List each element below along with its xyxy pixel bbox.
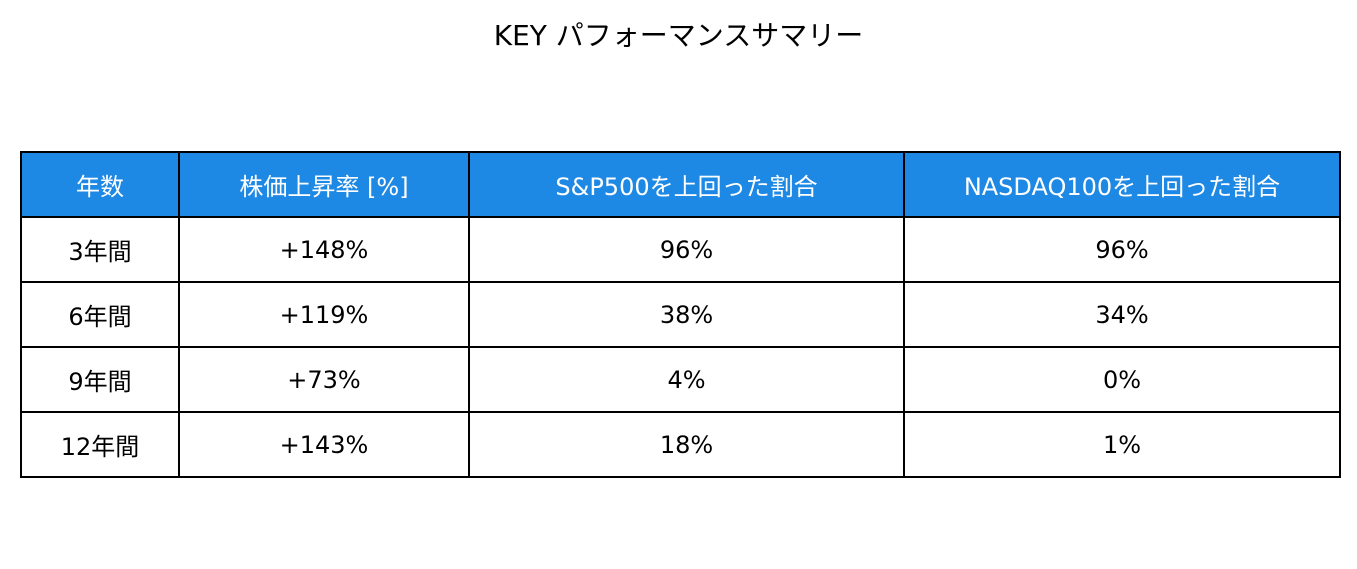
table-cell: 96% <box>468 216 905 283</box>
column-header: 年数 <box>20 151 180 218</box>
header-row: 年数 株価上昇率 [%] S&P500を上回った割合 NASDAQ100を上回った割合 <box>20 151 1341 218</box>
table-cell: +73% <box>178 346 470 413</box>
table-row: 6年間 +119% 38% 34% <box>20 281 1341 348</box>
table-cell: 12年間 <box>20 411 180 478</box>
table-row: 9年間 +73% 4% 0% <box>20 346 1341 413</box>
table-cell: 96% <box>903 216 1341 283</box>
title: KEY パフォーマンスサマリー <box>493 19 864 52</box>
column-header: S&P500を上回った割合 <box>468 151 905 218</box>
table-cell: 3年間 <box>20 216 180 283</box>
table-cell: 0% <box>903 346 1341 413</box>
table-cell: 1% <box>903 411 1341 478</box>
table-cell: 38% <box>468 281 905 348</box>
column-header: 株価上昇率 [%] <box>178 151 470 218</box>
column-header: NASDAQ100を上回った割合 <box>903 151 1341 218</box>
table-cell: 34% <box>903 281 1341 348</box>
table-cell: +119% <box>178 281 470 348</box>
table-body: 3年間 +148% 96% 96% 6年間 +119% 38% 34% 9年間 +73% 4% 0% 1… <box>20 216 1341 478</box>
table-cell: 6年間 <box>20 281 180 348</box>
table-cell: +148% <box>178 216 470 283</box>
table-row: 12年間 +143% 18% 1% <box>20 411 1341 478</box>
table-cell: 9年間 <box>20 346 180 413</box>
table-row: 3年間 +148% 96% 96% <box>20 216 1341 283</box>
table-cell: 18% <box>468 411 905 478</box>
summary-table: 年数 株価上昇率 [%] S&P500を上回った割合 NASDAQ100を上回った割合… <box>20 151 1341 478</box>
table-cell: 4% <box>468 346 905 413</box>
table-cell: +143% <box>178 411 470 478</box>
